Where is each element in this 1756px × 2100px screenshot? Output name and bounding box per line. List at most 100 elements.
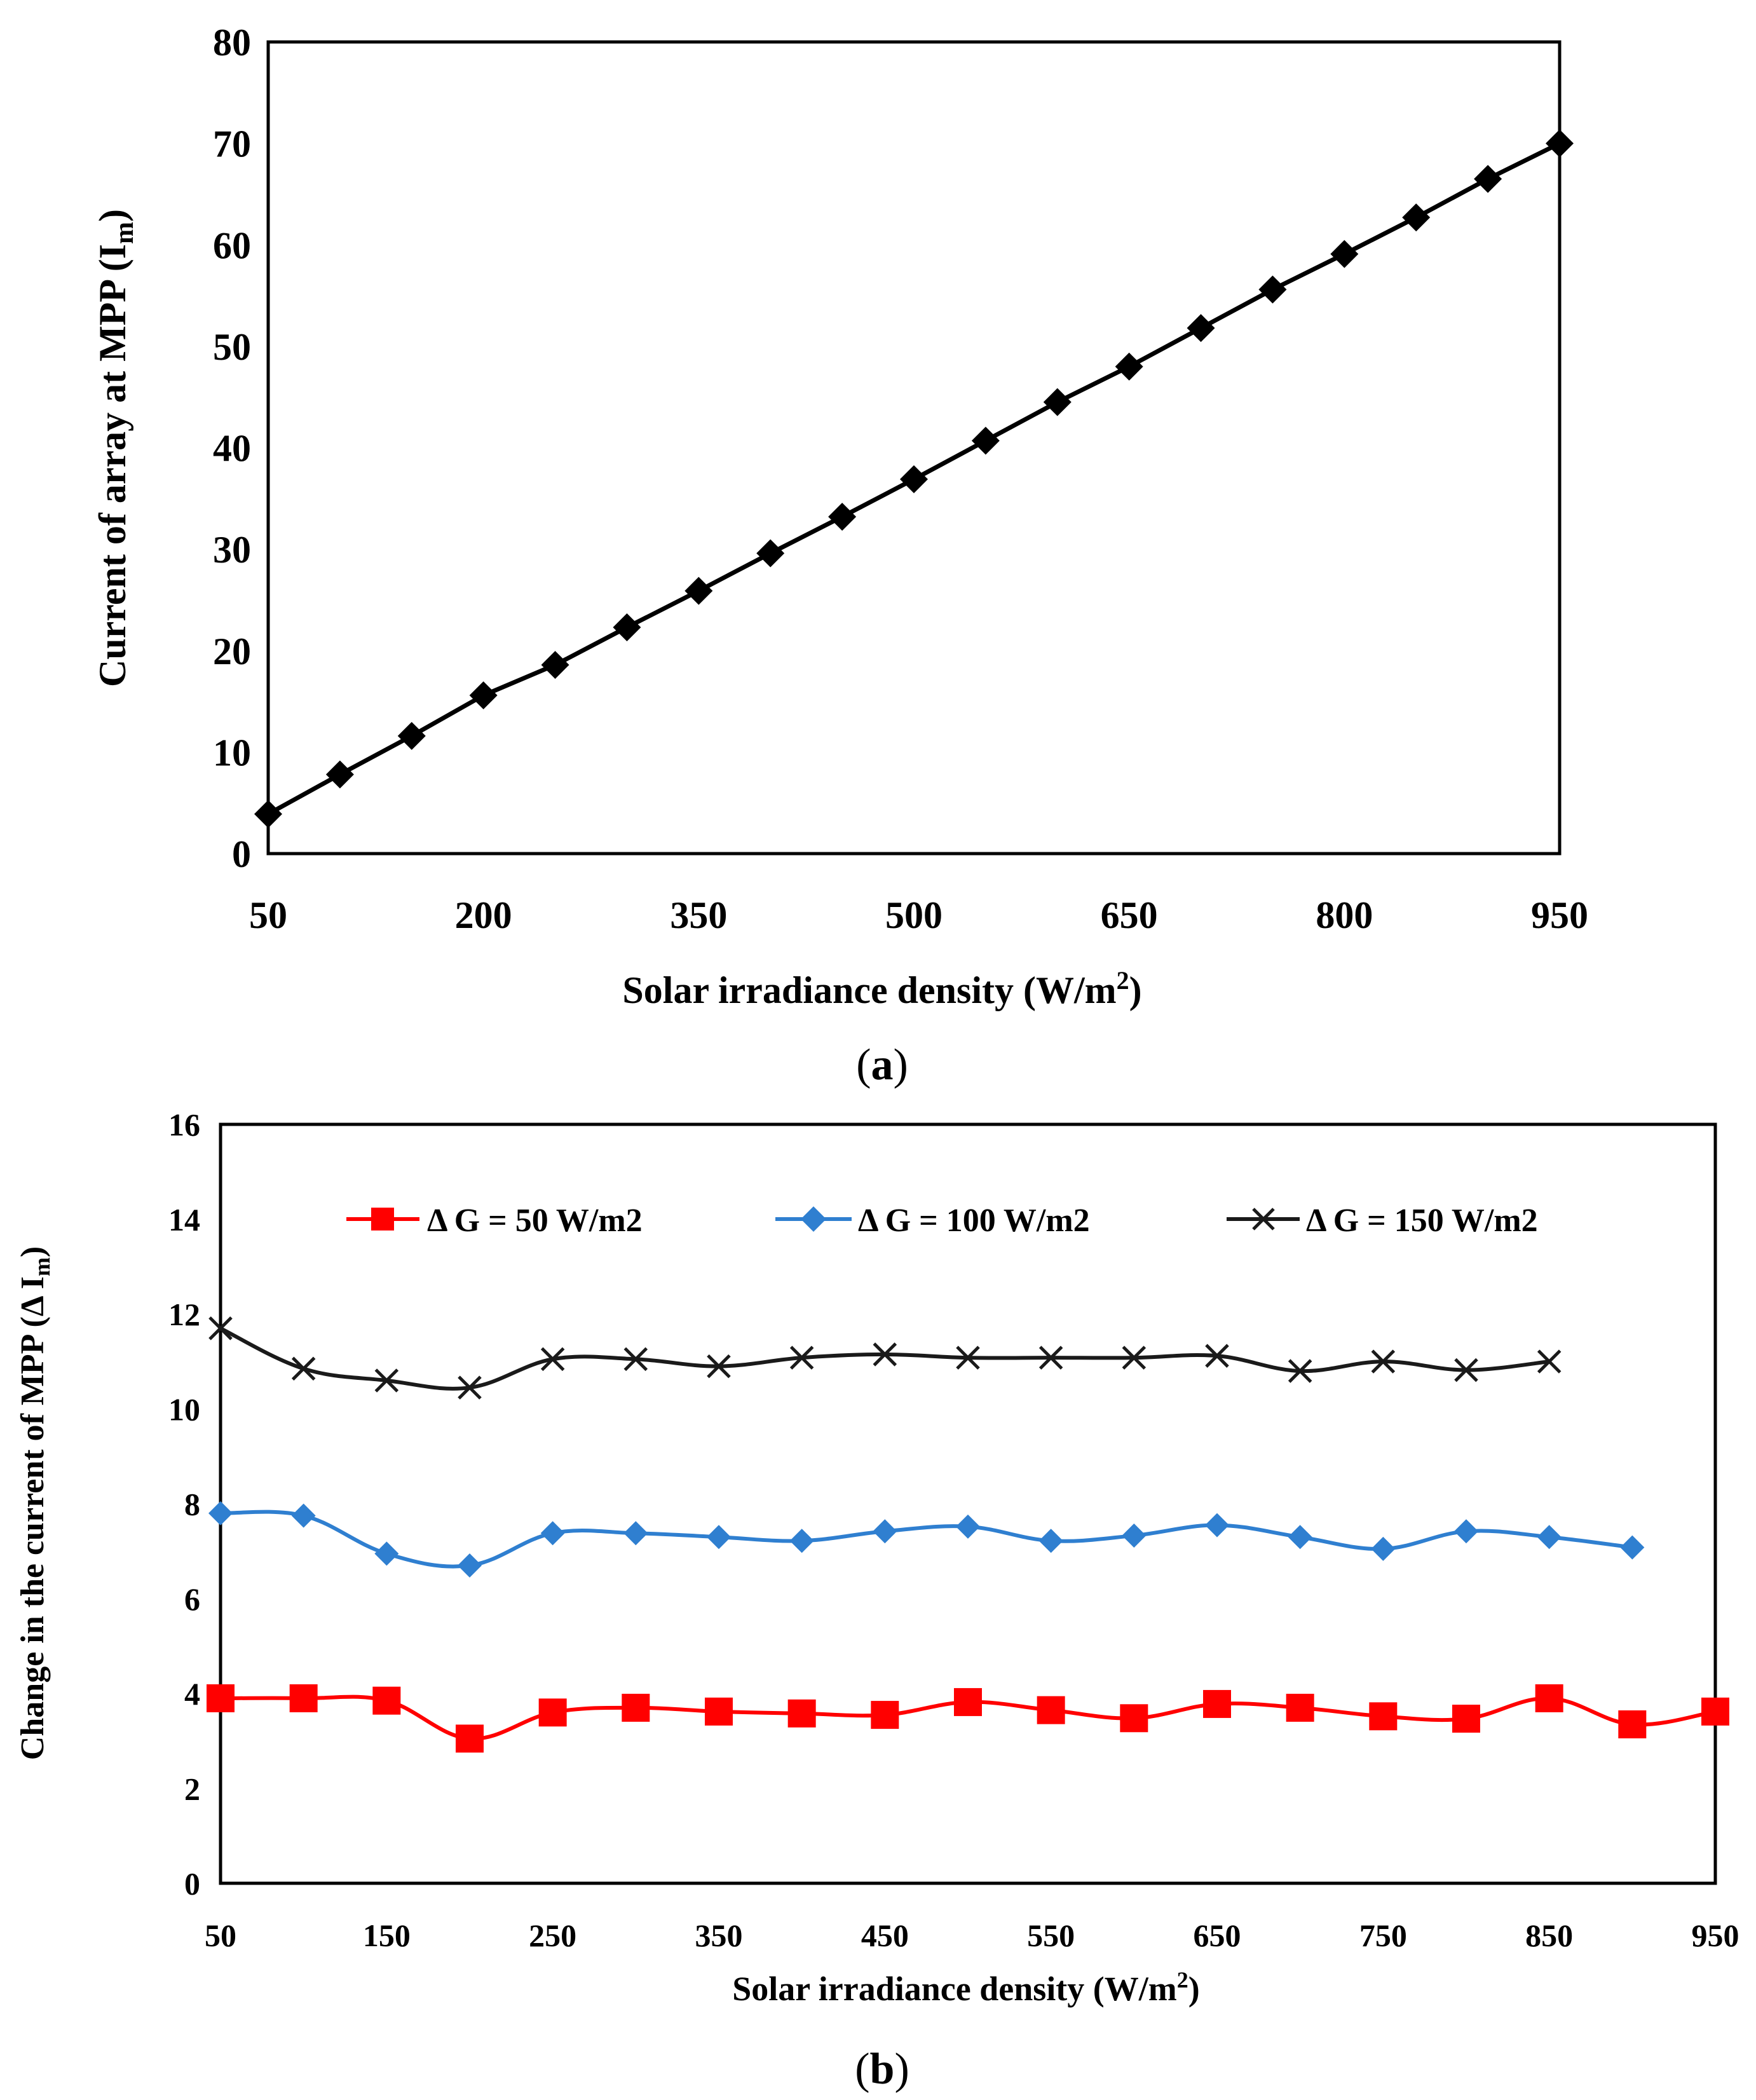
chart-b-s2-point [789,1346,814,1370]
panel-label-b: (b) [855,2045,909,2094]
chart-a-s0-point [541,651,569,679]
chart-a-y-axis-title: Current of array at MPP (Im) [92,209,139,687]
chart-a-s0-point [1115,352,1143,381]
chart-a-s0-point [900,465,928,493]
chart-b-x-axis-title: Solar irradiance density (W/m2) [732,1967,1199,2008]
chart-a-s0-point [828,503,857,531]
chart-b-s1-point [1537,1525,1562,1550]
chart-a-s0-point [1330,240,1359,268]
chart-b-s0-point [1203,1689,1231,1718]
chart-b-s1-point [956,1514,980,1539]
chart-b-s1-point [1122,1523,1147,1548]
chart-a-s0-point [684,576,713,605]
chart-b-s1-point [1038,1529,1063,1553]
chart-a-s0-point [1187,314,1215,343]
legend-label-dg50: Δ G = 50 W/m2 [427,1203,643,1239]
chart-b-s0-point [372,1686,401,1715]
chart-b-s0-point [1701,1697,1729,1726]
chart-b-s2-point [623,1347,648,1372]
chart-b-s2-point [1205,1344,1229,1368]
chart-b-s0-point [1618,1710,1647,1739]
chart-b-ytick-label: 16 [168,1107,200,1143]
panel-label-a: (a) [856,1040,908,1089]
chart-a-yticks: 0 10 20 30 40 50 60 70 80 [213,22,251,875]
chart-a-s0-point [325,760,354,789]
chart-b-s2-point [956,1346,980,1370]
chart-b-s0-point [289,1684,318,1712]
chart-a-s0-point [971,426,1000,455]
chart-a-ytick-label: 10 [213,732,251,774]
chart-b-s2-point [1371,1349,1396,1374]
chart-b-s0-point [1452,1705,1480,1733]
chart-b-s2-point [1454,1358,1478,1382]
legend-item-dg50: Δ G = 50 W/m2 [346,1203,643,1239]
chart-b-s1-point [208,1501,233,1525]
chart-b-s1-point [623,1521,648,1546]
chart-b: 0 2 4 6 8 10 12 14 16 50 150 250 350 450 550 650 750 850… [15,1107,1739,2094]
chart-b-s2-point [1288,1359,1312,1383]
chart-b-s0-point [1369,1702,1398,1731]
chart-a-s0-point [1546,129,1574,158]
chart-b-s2-point [707,1354,731,1379]
chart-b-s1-point [540,1521,565,1546]
chart-b-s1-point [1620,1535,1645,1560]
chart-b-series [207,1316,1729,1753]
chart-a-series [254,129,1574,828]
chart-b-xtick-label: 250 [529,1918,576,1953]
chart-b-s0-point [1535,1684,1563,1712]
chart-a-ytick-label: 70 [213,123,251,165]
chart-b-s2-point [1122,1346,1147,1370]
chart-b-xtick-label: 150 [363,1918,411,1953]
chart-b-s1-point [873,1519,897,1544]
chart-b-ytick-label: 10 [168,1391,200,1427]
chart-a-ytick-label: 50 [213,326,251,368]
chart-b-s1-point [1371,1536,1396,1561]
chart-b-yticks: 0 2 4 6 8 10 12 14 16 [168,1107,200,1902]
chart-a: 0 10 20 30 40 50 60 70 80 50 200 350 500 650 800 950 C… [92,22,1588,1089]
chart-a-ytick-label: 0 [232,833,251,875]
chart-b-s1-point [291,1503,316,1528]
chart-b-xtick-label: 550 [1027,1918,1075,1953]
chart-a-s0-point [469,681,498,709]
chart-b-s2-point [873,1342,897,1367]
chart-b-s2-point [374,1368,399,1393]
chart-b-xtick-label: 450 [861,1918,909,1953]
chart-b-s1-point [789,1529,814,1553]
chart-a-xtick-label: 650 [1101,894,1158,936]
chart-a-ytick-label: 80 [213,22,251,64]
chart-a-xtick-label: 50 [249,894,287,936]
chart-b-ytick-label: 0 [184,1866,200,1902]
chart-b-s2-point [1038,1346,1063,1370]
chart-a-s0-point [1402,203,1431,232]
chart-a-ytick-label: 60 [213,224,251,266]
chart-a-s0-point [613,613,641,642]
chart-a-xtick-label: 350 [670,894,727,936]
chart-a-x-axis-title: Solar irradiance density (W/m2) [622,966,1141,1011]
chart-b-s0-point [622,1693,650,1722]
chart-b-y-axis-title: Change in the current of MPP (Δ Im) [15,1246,55,1760]
chart-b-s2-point [291,1356,316,1381]
chart-b-s2-point [540,1347,565,1372]
chart-a-s0-point [756,539,785,568]
chart-b-s1-point [458,1553,482,1578]
chart-b-ytick-label: 12 [168,1297,200,1332]
chart-b-s1-point [374,1541,399,1566]
chart-b-s2-point [458,1375,482,1400]
chart-b-s0-point [538,1698,567,1727]
chart-a-s0-point [1474,165,1502,193]
chart-b-s0-point [1120,1704,1148,1733]
chart-b-ytick-label: 2 [184,1771,200,1806]
chart-b-ytick-label: 8 [184,1487,200,1522]
chart-a-xtick-label: 200 [455,894,512,936]
chart-b-s1-point [1454,1519,1478,1544]
chart-a-s0-point [1258,275,1287,304]
chart-a-s0-point [254,800,282,828]
legend-item-dg150: Δ G = 150 W/m2 [1227,1203,1538,1239]
chart-a-xtick-label: 800 [1316,894,1373,936]
chart-a-s0-point [1043,388,1072,416]
chart-b-s2-point [1537,1349,1562,1374]
chart-b-s0-point [705,1697,733,1726]
chart-a-ytick-label: 40 [213,428,251,470]
chart-a-ytick-label: 20 [213,631,251,672]
